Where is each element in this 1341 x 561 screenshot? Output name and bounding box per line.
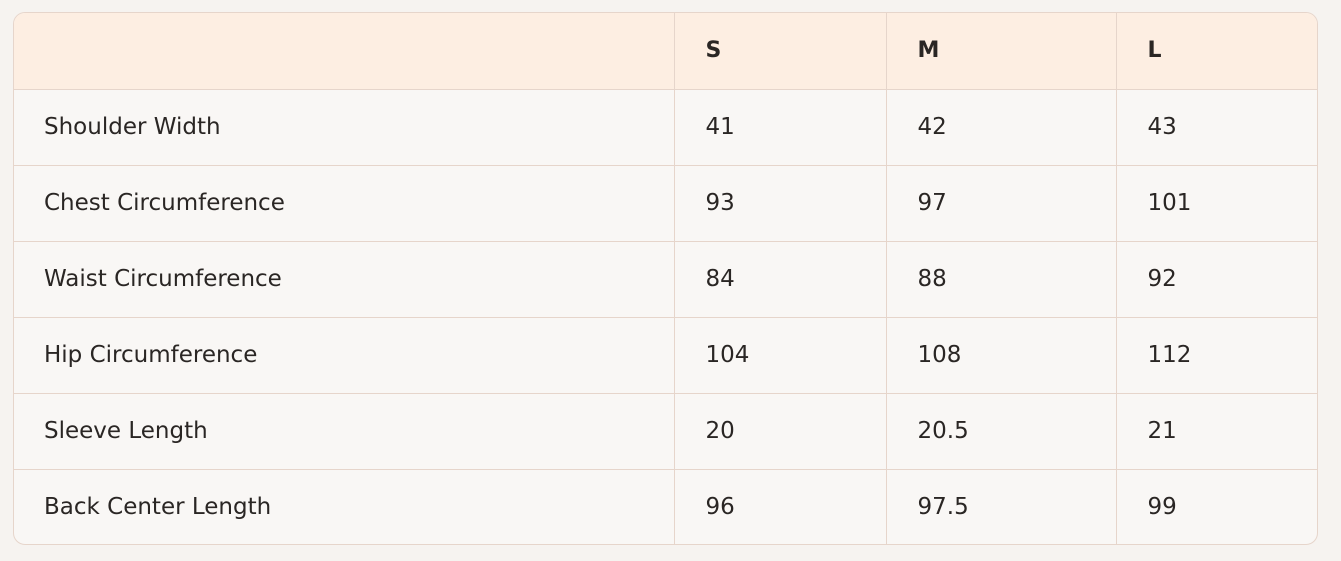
measurement-label: Shoulder Width: [14, 89, 675, 166]
size-value: 112: [1116, 317, 1317, 394]
table-row: Sleeve Length 20 20.5 21: [14, 393, 1317, 470]
header-row: S M L: [14, 13, 1317, 90]
size-value: 20.5: [886, 393, 1117, 470]
measurement-label: Waist Circumference: [14, 241, 675, 318]
size-chart: S M L Shoulder Width 41 42 43 Chest Circumfe…: [13, 12, 1318, 545]
size-value: 93: [674, 165, 887, 242]
header-cell-l: L: [1116, 13, 1317, 90]
table-row: Hip Circumference 104 108 112: [14, 317, 1317, 394]
size-value: 96: [674, 469, 887, 544]
header-cell-m: M: [886, 13, 1117, 90]
size-value: 104: [674, 317, 887, 394]
size-value: 92: [1116, 241, 1317, 318]
size-value: 41: [674, 89, 887, 166]
size-value: 88: [886, 241, 1117, 318]
table-row: Waist Circumference 84 88 92: [14, 241, 1317, 318]
table-row: Shoulder Width 41 42 43: [14, 89, 1317, 166]
table-row: Chest Circumference 93 97 101: [14, 165, 1317, 242]
size-value: 97: [886, 165, 1117, 242]
size-value: 84: [674, 241, 887, 318]
table-row: Back Center Length 96 97.5 99: [14, 469, 1317, 544]
header-cell-s: S: [674, 13, 887, 90]
size-value: 21: [1116, 393, 1317, 470]
measurement-label: Hip Circumference: [14, 317, 675, 394]
size-value: 43: [1116, 89, 1317, 166]
size-value: 99: [1147, 494, 1177, 521]
size-value: 101: [1116, 165, 1317, 242]
size-value: 42: [886, 89, 1117, 166]
measurement-label: Chest Circumference: [14, 165, 675, 242]
size-value: 20: [674, 393, 887, 470]
measurement-label: Sleeve Length: [14, 393, 675, 470]
size-table: S M L Shoulder Width 41 42 43 Chest Circumfe…: [14, 13, 1317, 544]
size-value: 97.5: [886, 469, 1117, 544]
measurement-label: Back Center Length: [14, 469, 675, 544]
size-value: 108: [886, 317, 1117, 394]
header-cell-measurement: [14, 13, 675, 90]
